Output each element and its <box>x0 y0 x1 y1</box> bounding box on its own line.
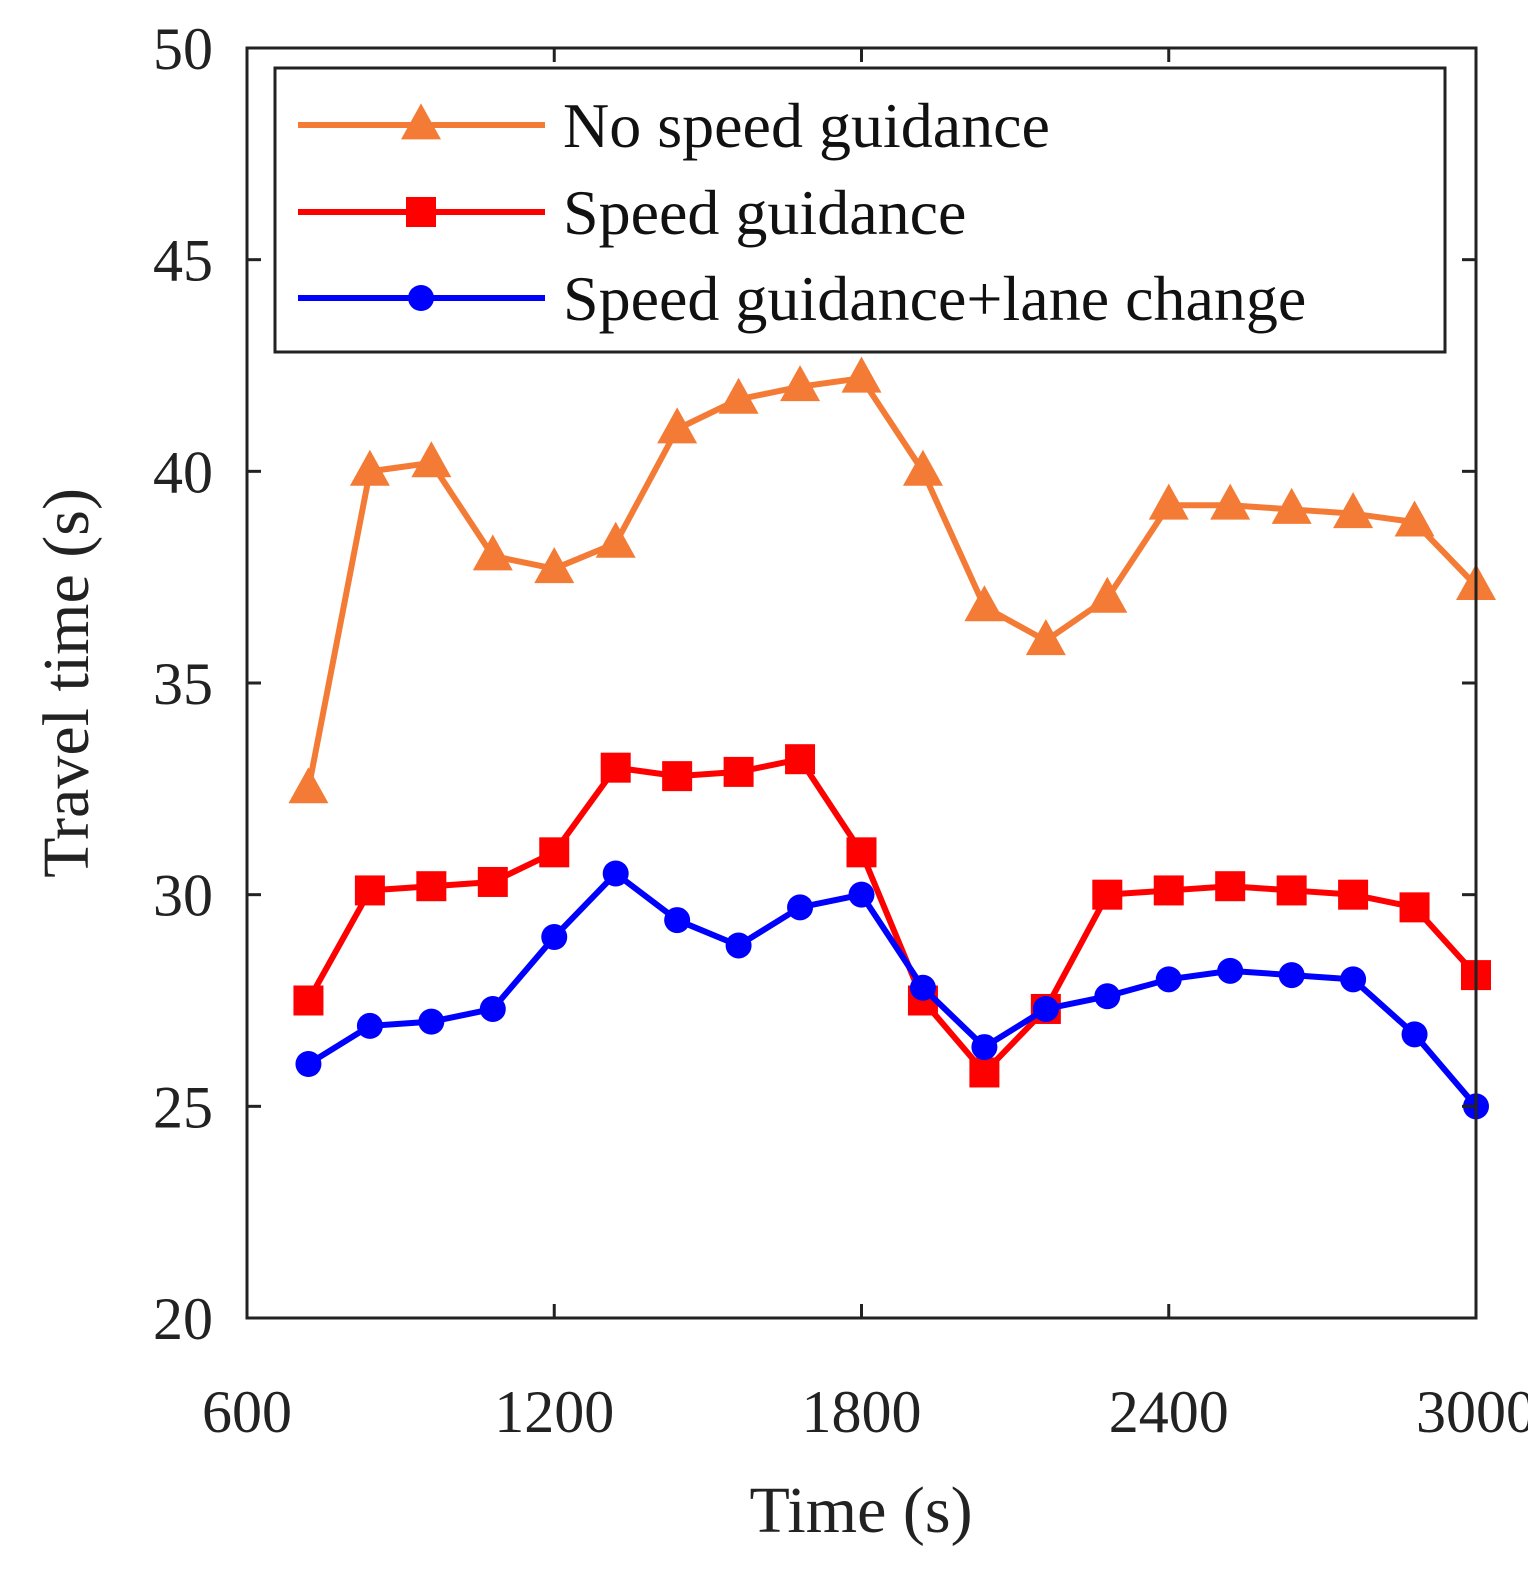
data-point <box>1215 871 1246 902</box>
data-point <box>356 1012 383 1039</box>
series-3 <box>295 860 1489 1120</box>
data-point <box>964 585 1005 622</box>
y-axis-title: Travel time (s) <box>30 488 103 878</box>
data-point <box>846 837 877 868</box>
data-point <box>848 881 875 908</box>
data-point <box>1340 966 1367 993</box>
data-point <box>971 1034 998 1061</box>
data-point <box>479 995 506 1022</box>
plot-frame <box>245 46 1478 1320</box>
data-point <box>841 356 882 393</box>
data-point <box>602 860 629 887</box>
legend-marker <box>406 197 436 227</box>
chart-marks <box>288 356 1496 1120</box>
legend-item-2: Speed guidance <box>298 177 966 248</box>
data-point <box>354 875 385 906</box>
y-tick-label: 30 <box>153 863 213 929</box>
series-line <box>305 375 1479 790</box>
data-point <box>1399 892 1430 923</box>
data-point <box>1155 966 1182 993</box>
data-point <box>787 894 814 921</box>
data-point <box>534 547 575 584</box>
data-point <box>600 752 631 783</box>
data-point <box>539 837 570 868</box>
data-point <box>1025 619 1066 656</box>
data-point <box>411 441 452 478</box>
data-point <box>293 985 324 1016</box>
legend-marker <box>401 103 441 140</box>
data-point <box>416 871 447 902</box>
y-tick-label: 35 <box>153 651 213 717</box>
data-point <box>664 907 691 934</box>
data-point <box>662 761 693 792</box>
data-point <box>657 407 698 444</box>
data-point <box>1032 995 1059 1022</box>
data-point <box>725 932 752 959</box>
data-point <box>288 767 329 804</box>
x-tick-label: 1200 <box>494 1379 614 1445</box>
legend-label: No speed guidance <box>563 90 1050 161</box>
data-point <box>1210 483 1251 520</box>
data-point <box>718 377 759 414</box>
x-tick-label: 2400 <box>1109 1379 1229 1445</box>
data-point <box>595 521 636 558</box>
data-point <box>723 756 754 787</box>
legend-item-1: No speed guidance <box>298 90 1050 161</box>
data-point <box>785 744 816 775</box>
data-point <box>1401 1021 1428 1048</box>
data-point <box>1271 487 1312 524</box>
data-point <box>1394 500 1435 537</box>
data-point <box>418 1008 445 1035</box>
data-point <box>902 449 943 486</box>
data-point <box>1087 576 1128 613</box>
y-tick-label: 20 <box>153 1286 213 1352</box>
data-point <box>1148 483 1189 520</box>
series-line <box>306 870 1479 1109</box>
data-point <box>472 534 513 571</box>
y-tick-label: 25 <box>153 1074 213 1140</box>
data-point <box>1153 875 1184 906</box>
y-tick-label: 40 <box>153 439 213 505</box>
legend-item-3: Speed guidance+lane change <box>298 263 1306 334</box>
legend-label: Speed guidance <box>563 177 966 248</box>
data-point <box>1094 983 1121 1010</box>
legend-label: Speed guidance+lane change <box>563 263 1306 334</box>
data-point <box>541 924 568 950</box>
data-point <box>1217 957 1244 984</box>
data-point <box>1338 879 1369 910</box>
y-tick-label: 50 <box>153 16 213 82</box>
legend: No speed guidance Speed guidance Speed gui… <box>273 66 1447 354</box>
data-point <box>477 866 508 897</box>
data-point <box>969 1057 1000 1088</box>
x-tick-label: 600 <box>202 1379 292 1445</box>
data-point <box>1276 875 1307 906</box>
data-point <box>1092 879 1123 910</box>
data-point <box>1333 492 1374 529</box>
legend-marker <box>408 285 434 311</box>
x-tick-label: 3000 <box>1416 1379 1528 1445</box>
series-2 <box>293 744 1491 1088</box>
data-point <box>780 365 821 402</box>
y-tick-label: 45 <box>153 228 213 294</box>
series-1 <box>288 356 1496 804</box>
data-point <box>349 449 390 486</box>
data-point <box>295 1051 322 1077</box>
data-point <box>909 974 936 1001</box>
x-tick-label: 1800 <box>802 1379 922 1445</box>
x-axis-title: Time (s) <box>749 1474 972 1547</box>
legend-items: No speed guidance Speed guidance Speed gui… <box>298 90 1306 334</box>
data-point <box>1278 962 1305 989</box>
series-line <box>305 756 1479 1076</box>
